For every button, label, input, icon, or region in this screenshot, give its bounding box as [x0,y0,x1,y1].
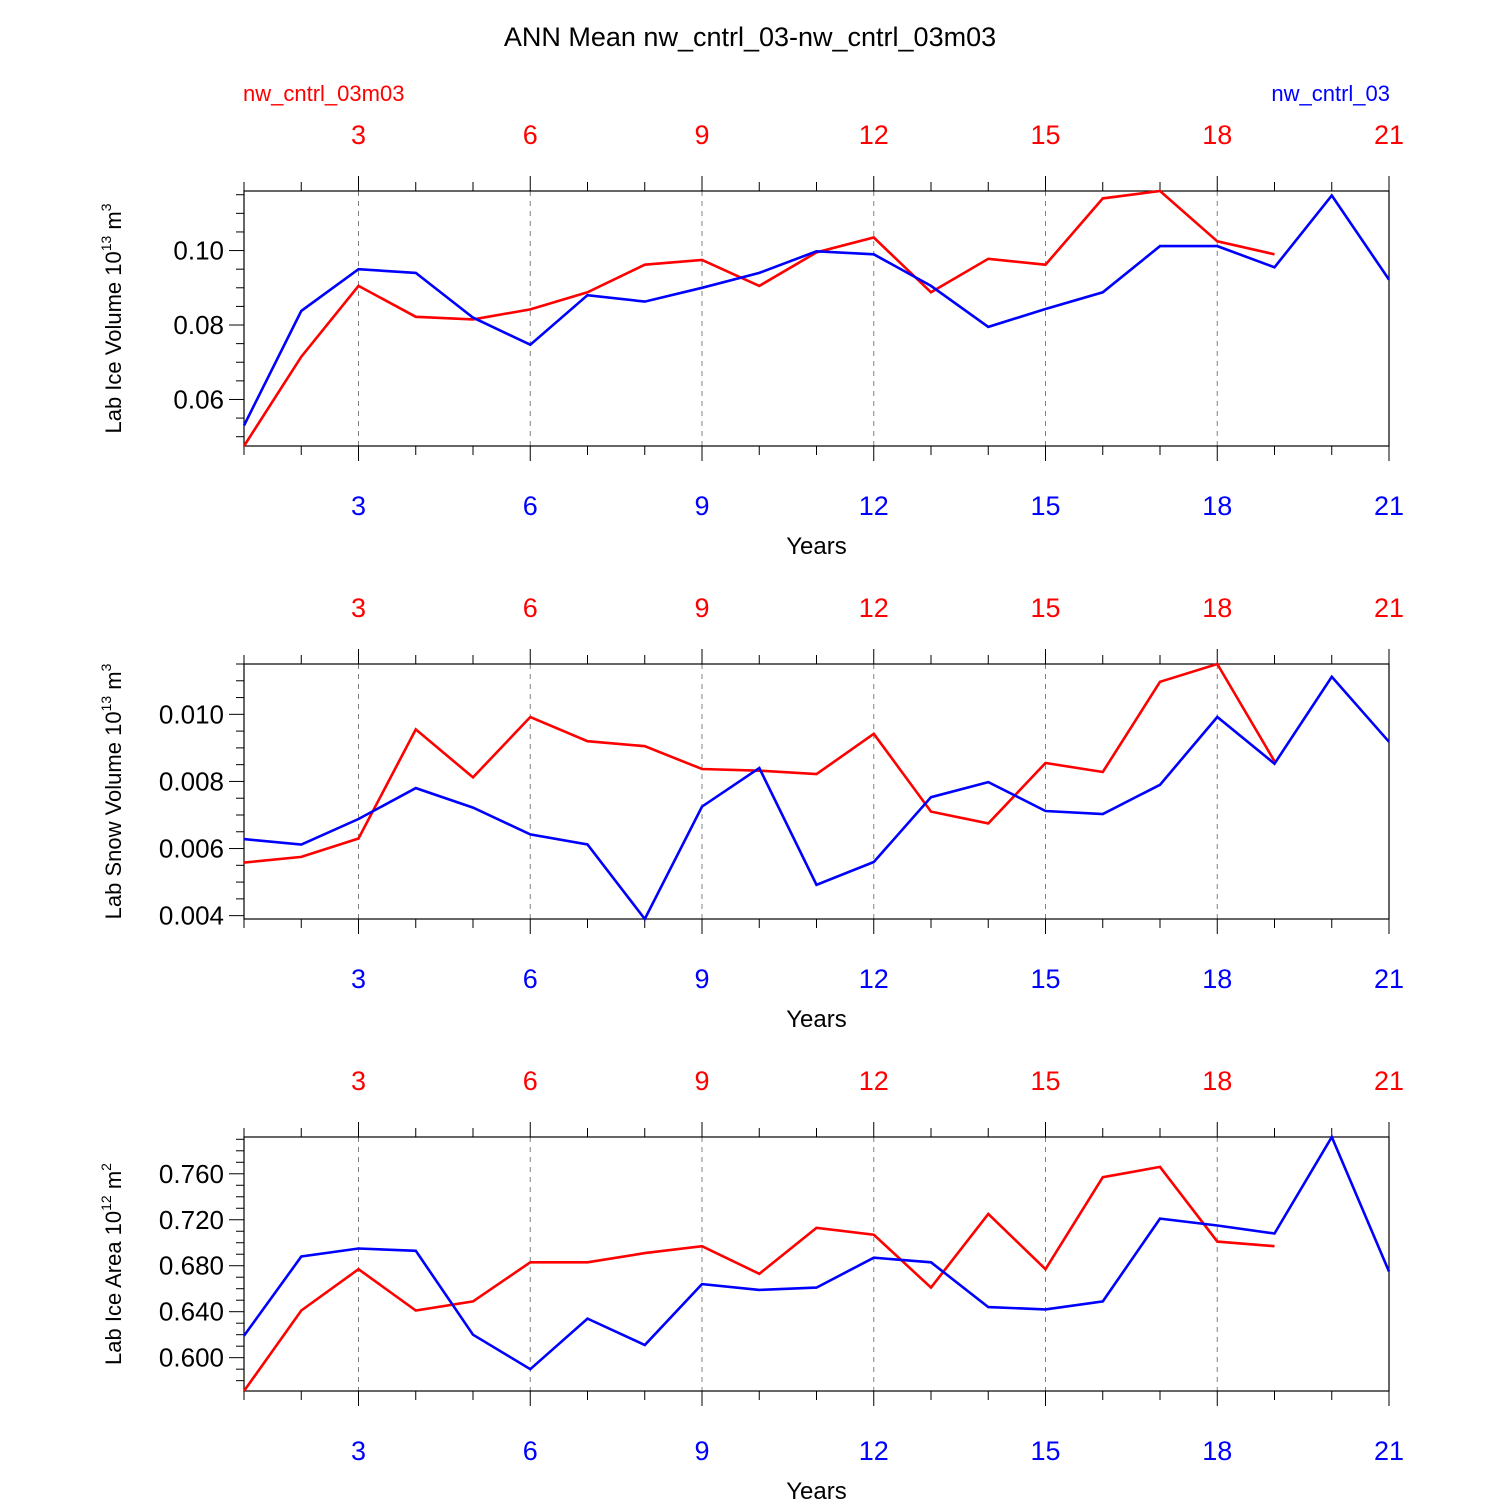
y-tick-label: 0.08 [173,310,224,340]
x-tick-label-top: 18 [1202,1066,1232,1096]
y-axis-label-unit-exponent: 3 [98,663,114,671]
x-axis-label: Years [786,1006,847,1033]
chart-panel-2: 0.004 0.006 0.008 0.010 3 3 6 6 9 9 12 12 15 15 18 18 21… [98,593,1404,1033]
y-axis-label-exponent: 12 [98,1195,114,1211]
x-tick-label-bottom: 21 [1374,1436,1404,1466]
y-axis-label: Lab Ice Volume 1013 m3 [98,203,126,433]
y-tick-label: 0.10 [173,236,224,266]
x-tick-label-top: 6 [523,1066,538,1096]
x-tick-label-top: 12 [859,1066,889,1096]
y-axis-label: Lab Snow Volume 1013 m3 [98,663,126,919]
y-tick-label: 0.720 [159,1205,224,1235]
x-tick-label-top: 3 [351,593,366,623]
x-tick-label-top: 12 [859,593,889,623]
x-tick-label-top: 6 [523,120,538,150]
series-line-nw-cntrl-03m03 [242,1165,1275,1392]
plot-frame [243,1136,1390,1392]
x-tick-label-bottom: 9 [694,491,709,521]
y-axis-label-exponent: 13 [98,696,114,712]
y-tick-label: 0.004 [159,901,224,931]
y-axis-label-unit-exponent: 2 [98,1163,114,1171]
x-tick-label-bottom: 6 [523,1436,538,1466]
x-tick-label-bottom: 6 [523,491,538,521]
y-axis-label-exponent: 13 [98,236,114,252]
x-axis-label: Years [786,1478,847,1500]
series-line-nw-cntrl-03 [242,1134,1391,1371]
y-axis-label-unit-exponent: 3 [98,203,114,211]
chart-panels: 0.06 0.08 0.10 3 3 6 6 9 9 12 12 15 15 18 18 21 21 Years L… [98,120,1404,1500]
x-tick-label-top: 9 [694,1066,709,1096]
y-axis-label-unit: m [101,211,126,235]
chart-panel-3: 0.600 0.640 0.680 0.720 0.760 3 3 6 6 9 9 12 12 15 15 1… [98,1066,1404,1500]
x-tick-label-top: 9 [694,593,709,623]
x-tick-label-top: 3 [351,1066,366,1096]
x-tick-label-top: 15 [1030,120,1060,150]
y-tick-label: 0.680 [159,1251,224,1281]
x-tick-label-top: 21 [1374,1066,1404,1096]
x-tick-label-bottom: 12 [859,1436,889,1466]
y-axis-label-unit: m [101,1171,126,1195]
x-tick-label-top: 9 [694,120,709,150]
y-axis-label-text: Lab Snow Volume 10 [101,711,126,919]
x-tick-label-top: 21 [1374,120,1404,150]
chart-title: ANN Mean nw_cntrl_03-nw_cntrl_03m03 [504,22,996,52]
x-tick-label-top: 21 [1374,593,1404,623]
x-tick-label-bottom: 3 [351,1436,366,1466]
chart-panel-1: 0.06 0.08 0.10 3 3 6 6 9 9 12 12 15 15 18 18 21 21 Years L… [98,120,1404,560]
x-tick-label-bottom: 9 [694,1436,709,1466]
y-tick-label: 0.640 [159,1297,224,1327]
x-tick-label-bottom: 21 [1374,964,1404,994]
series-line-nw-cntrl-03m03 [242,189,1275,447]
series-line-nw-cntrl-03m03 [243,662,1276,864]
x-axis-label: Years [786,533,847,560]
y-tick-label: 0.008 [159,766,224,796]
x-tick-label-top: 3 [351,120,366,150]
x-tick-label-top: 12 [859,120,889,150]
x-tick-label-bottom: 6 [523,964,538,994]
series-line-nw-cntrl-03 [242,193,1391,427]
x-tick-label-top: 18 [1202,120,1232,150]
legend-label-bottom-series: nw_cntrl_03 [1271,81,1390,106]
y-axis-label-text: Lab Ice Area 10 [101,1211,126,1365]
y-tick-label: 0.760 [159,1159,224,1189]
y-axis-label-unit: m [101,671,126,695]
x-tick-label-bottom: 12 [859,964,889,994]
x-tick-label-bottom: 15 [1030,491,1060,521]
plot-frame [243,190,1390,447]
x-tick-label-bottom: 3 [351,964,366,994]
x-tick-label-bottom: 15 [1030,1436,1060,1466]
x-tick-label-top: 18 [1202,593,1232,623]
x-tick-label-bottom: 3 [351,491,366,521]
y-axis-label: Lab Ice Area 1012 m2 [98,1163,126,1365]
y-axis-label-text: Lab Ice Volume 10 [101,251,126,433]
plot-frame [243,663,1390,920]
legend-label-top-series: nw_cntrl_03m03 [243,81,404,106]
x-tick-label-bottom: 18 [1202,964,1232,994]
x-tick-label-top: 15 [1030,1066,1060,1096]
x-tick-label-top: 6 [523,593,538,623]
y-tick-label: 0.006 [159,834,224,864]
x-tick-label-bottom: 9 [694,964,709,994]
x-tick-label-bottom: 15 [1030,964,1060,994]
y-tick-label: 0.600 [159,1343,224,1373]
y-tick-label: 0.010 [159,699,224,729]
x-tick-label-bottom: 18 [1202,491,1232,521]
x-tick-label-top: 15 [1030,593,1060,623]
x-tick-label-bottom: 18 [1202,1436,1232,1466]
x-tick-label-bottom: 21 [1374,491,1404,521]
y-tick-label: 0.06 [173,384,224,414]
series-line-nw-cntrl-03 [243,674,1390,922]
x-tick-label-bottom: 12 [859,491,889,521]
